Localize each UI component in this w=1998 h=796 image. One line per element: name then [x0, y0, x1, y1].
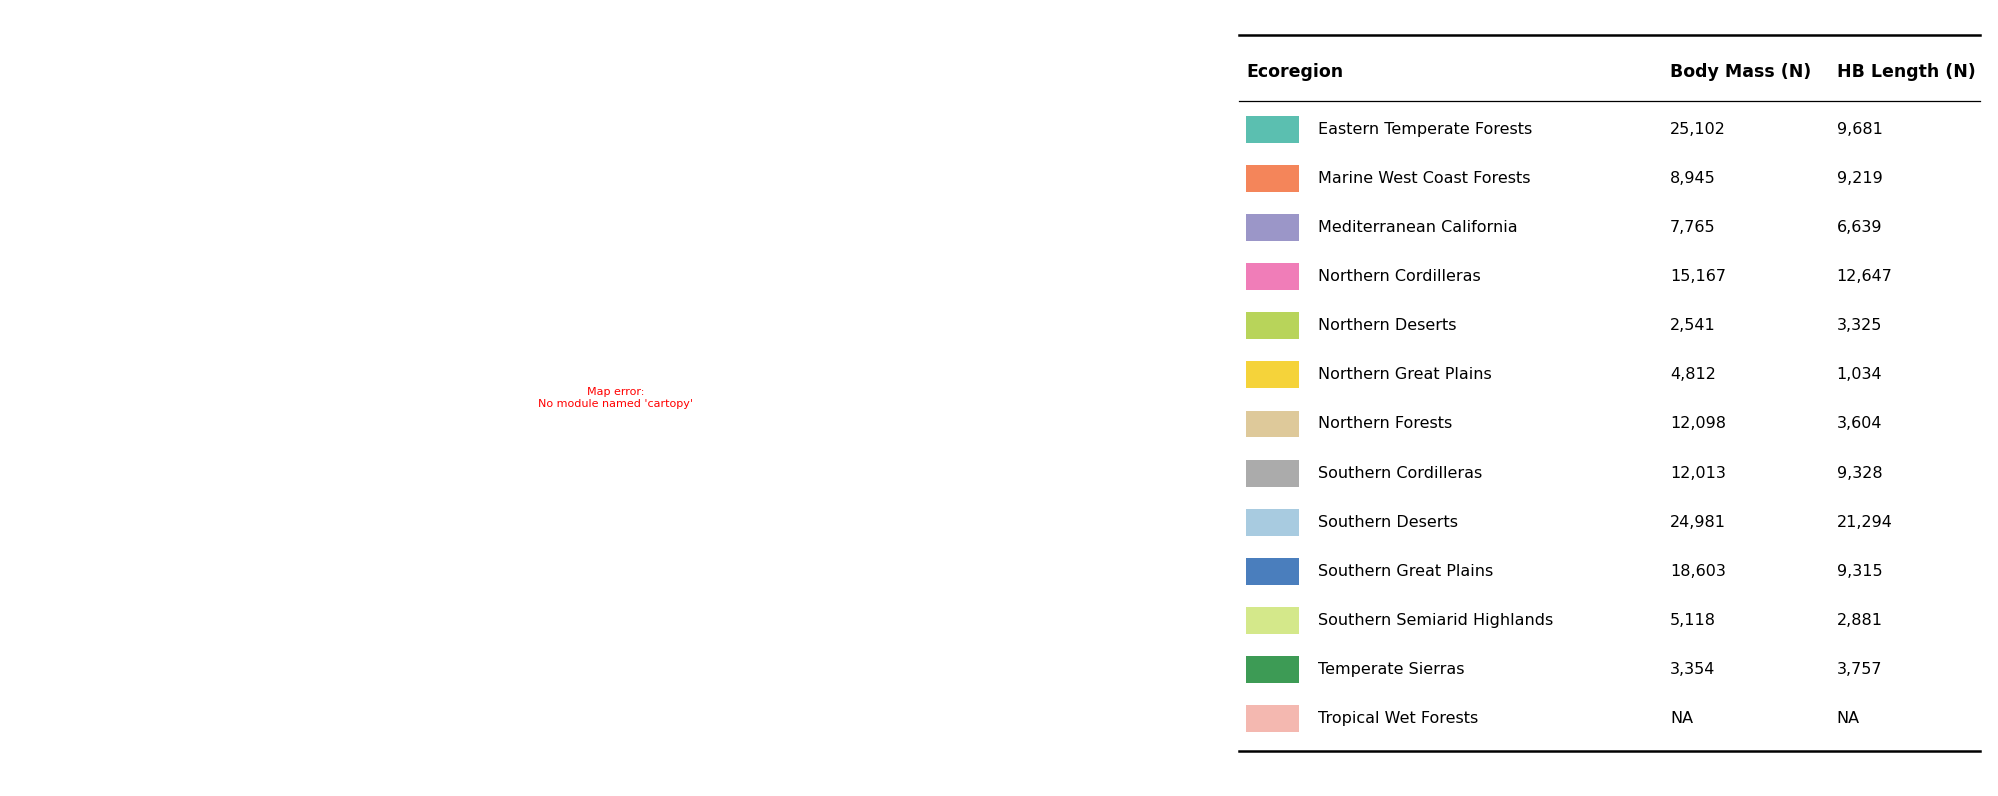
Text: 15,167: 15,167: [1670, 269, 1726, 284]
Text: 9,219: 9,219: [1836, 171, 1882, 186]
Text: 9,681: 9,681: [1836, 123, 1882, 137]
Text: NA: NA: [1836, 711, 1860, 726]
Bar: [1247, 312, 1299, 339]
Text: 1,034: 1,034: [1836, 368, 1882, 382]
Text: 25,102: 25,102: [1670, 123, 1726, 137]
Text: 7,765: 7,765: [1670, 220, 1716, 236]
Text: 2,881: 2,881: [1836, 613, 1882, 628]
Text: 21,294: 21,294: [1836, 514, 1892, 529]
Text: Northern Deserts: Northern Deserts: [1319, 318, 1457, 334]
Text: Southern Great Plains: Southern Great Plains: [1319, 564, 1493, 579]
Bar: [1247, 704, 1299, 732]
Text: 3,325: 3,325: [1836, 318, 1882, 334]
Text: Eastern Temperate Forests: Eastern Temperate Forests: [1319, 123, 1532, 137]
Text: 12,647: 12,647: [1836, 269, 1892, 284]
Bar: [1247, 558, 1299, 584]
Text: 24,981: 24,981: [1670, 514, 1726, 529]
Text: Tropical Wet Forests: Tropical Wet Forests: [1319, 711, 1479, 726]
Text: 12,098: 12,098: [1670, 416, 1726, 431]
Text: 9,315: 9,315: [1836, 564, 1882, 579]
Text: Southern Cordilleras: Southern Cordilleras: [1319, 466, 1483, 481]
Text: 3,354: 3,354: [1670, 661, 1716, 677]
Text: 5,118: 5,118: [1670, 613, 1716, 628]
Bar: [1247, 656, 1299, 683]
Text: 4,812: 4,812: [1670, 368, 1716, 382]
Bar: [1247, 411, 1299, 438]
Text: Northern Great Plains: Northern Great Plains: [1319, 368, 1493, 382]
Text: Marine West Coast Forests: Marine West Coast Forests: [1319, 171, 1530, 186]
Text: 18,603: 18,603: [1670, 564, 1726, 579]
Text: Ecoregion: Ecoregion: [1247, 63, 1343, 81]
Bar: [1247, 116, 1299, 143]
Bar: [1247, 361, 1299, 388]
Text: Southern Deserts: Southern Deserts: [1319, 514, 1459, 529]
Bar: [1247, 263, 1299, 291]
Text: Mediterranean California: Mediterranean California: [1319, 220, 1518, 236]
Text: 3,757: 3,757: [1836, 661, 1882, 677]
Text: 12,013: 12,013: [1670, 466, 1726, 481]
Bar: [1247, 459, 1299, 486]
Text: Temperate Sierras: Temperate Sierras: [1319, 661, 1465, 677]
Text: Map error:
No module named 'cartopy': Map error: No module named 'cartopy': [537, 387, 693, 409]
Text: Southern Semiarid Highlands: Southern Semiarid Highlands: [1319, 613, 1552, 628]
Text: Body Mass (N): Body Mass (N): [1670, 63, 1812, 81]
Text: 2,541: 2,541: [1670, 318, 1716, 334]
Bar: [1247, 607, 1299, 634]
Text: 6,639: 6,639: [1836, 220, 1882, 236]
Bar: [1247, 214, 1299, 241]
Text: 8,945: 8,945: [1670, 171, 1716, 186]
Text: Northern Cordilleras: Northern Cordilleras: [1319, 269, 1481, 284]
Text: 9,328: 9,328: [1836, 466, 1882, 481]
Text: NA: NA: [1670, 711, 1692, 726]
Bar: [1247, 166, 1299, 192]
Text: Northern Forests: Northern Forests: [1319, 416, 1453, 431]
Text: HB Length (N): HB Length (N): [1836, 63, 1976, 81]
Bar: [1247, 509, 1299, 536]
Text: 3,604: 3,604: [1836, 416, 1882, 431]
